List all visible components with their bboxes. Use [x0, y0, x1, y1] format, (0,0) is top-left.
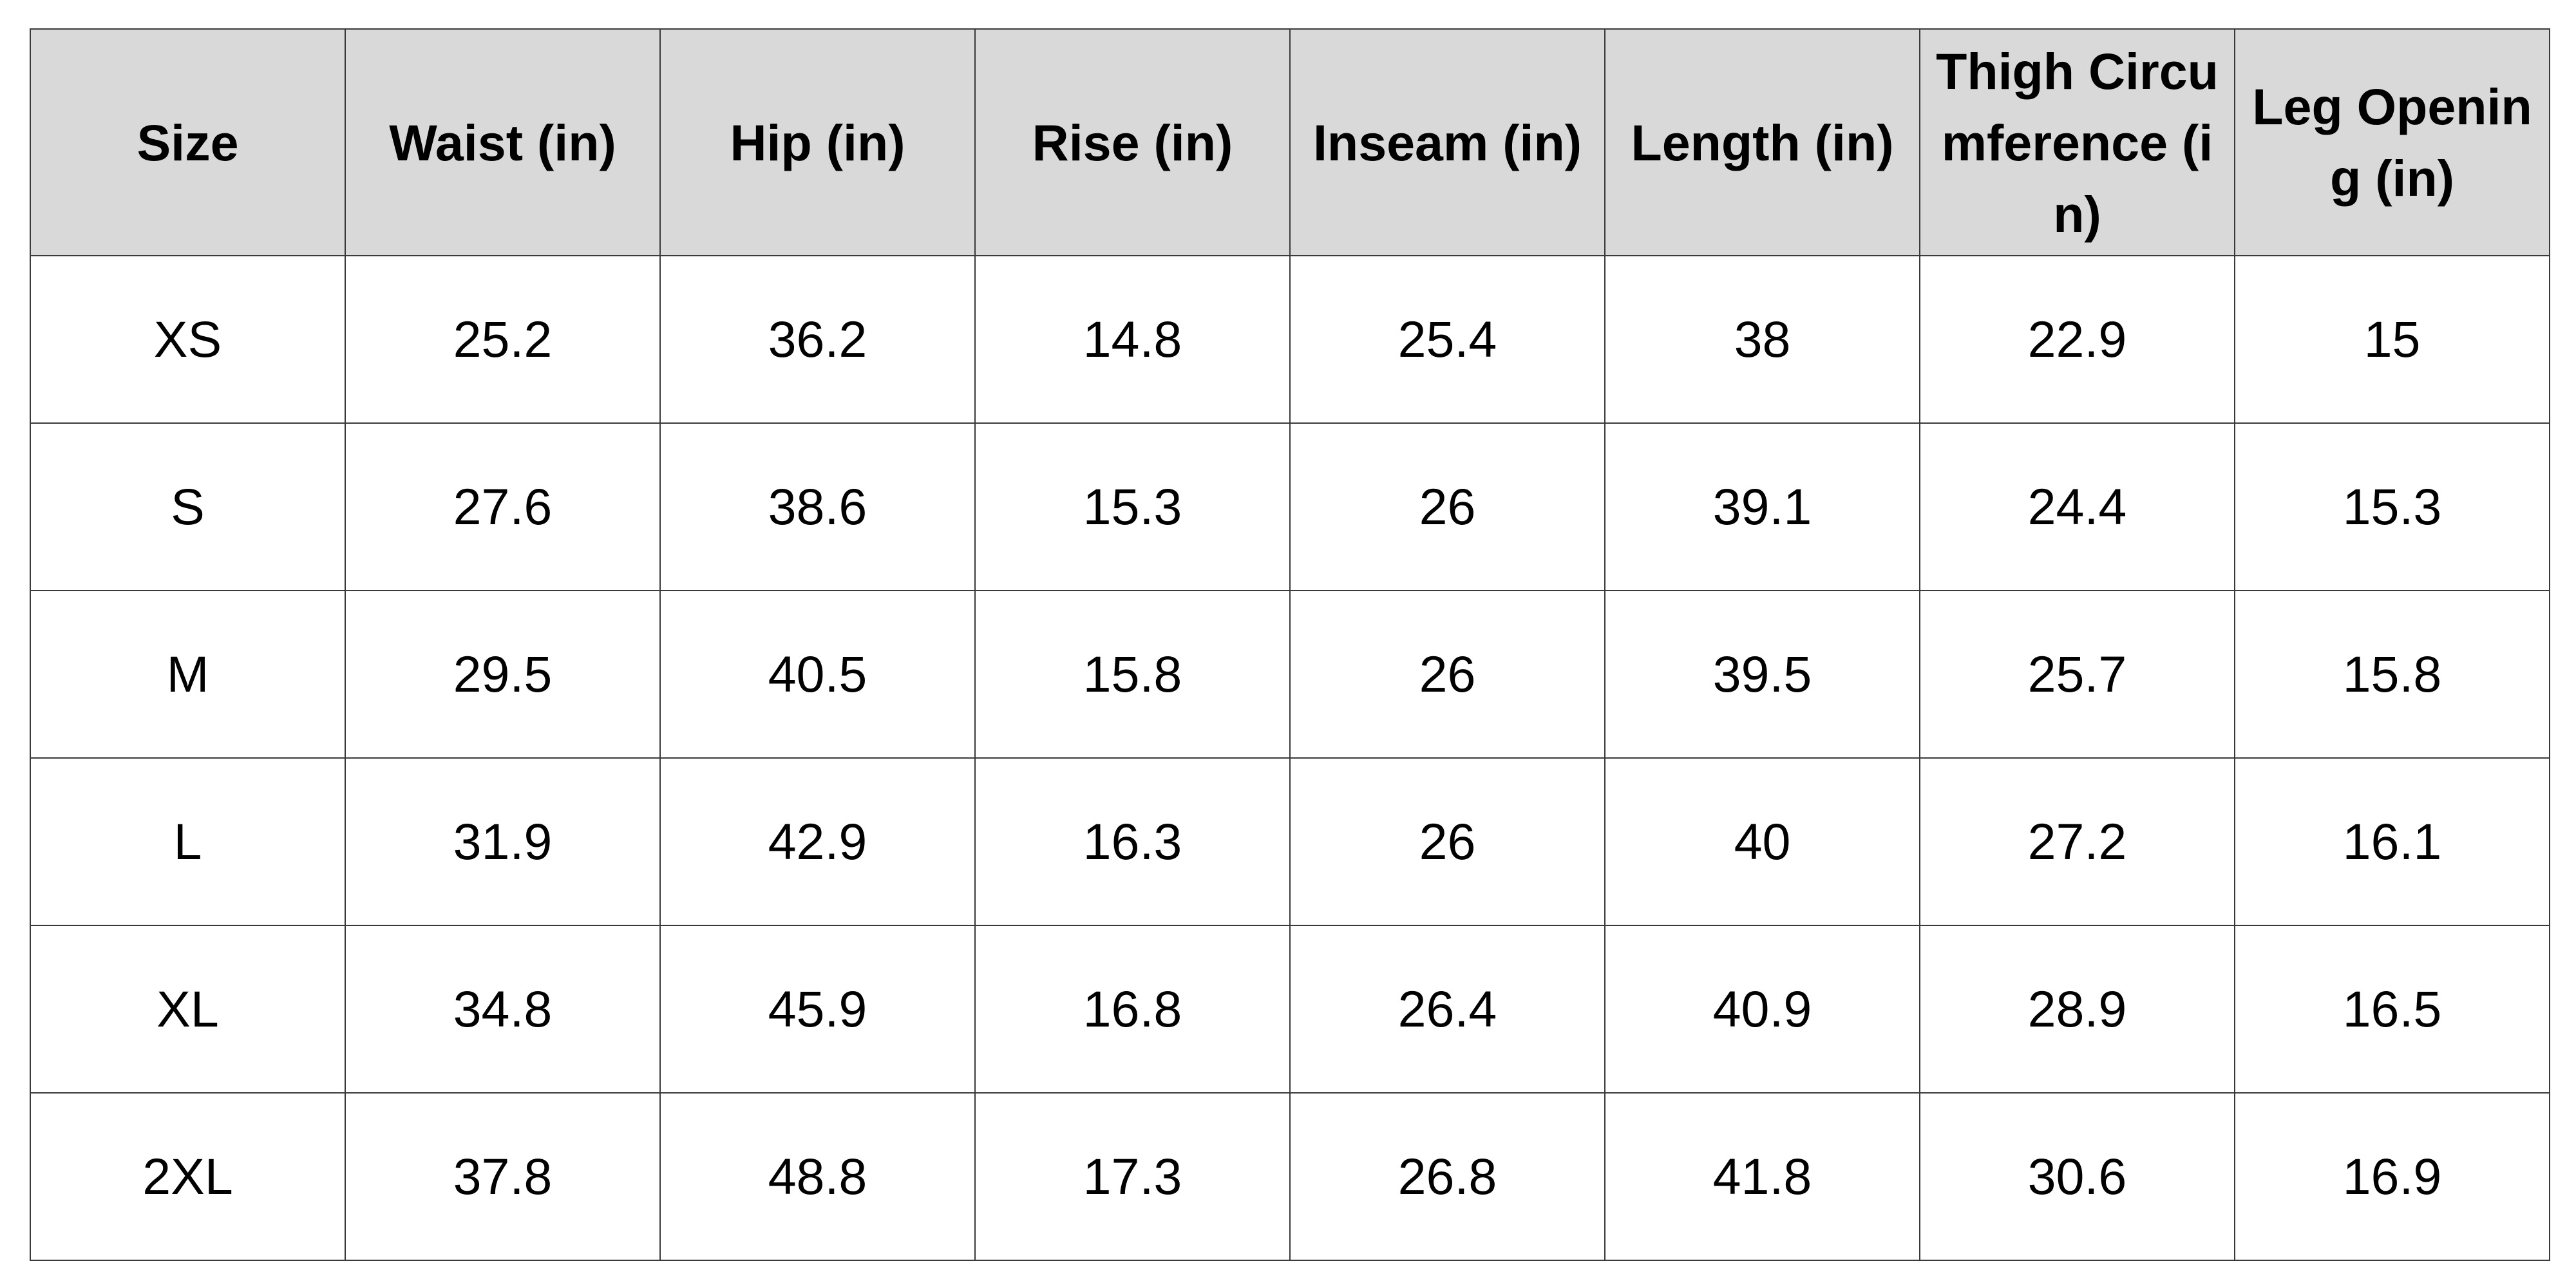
- cell-rise: 14.8: [974, 255, 1291, 424]
- header-hip: Hip (in): [659, 28, 976, 256]
- cell-rise: 15.8: [974, 590, 1291, 759]
- cell-rise: 16.3: [974, 757, 1291, 926]
- cell-rise: 15.3: [974, 422, 1291, 591]
- cell-waist: 37.8: [345, 1092, 661, 1261]
- table-row: 2XL 37.8 48.8 17.3 26.8 41.8 30.6 16.9: [30, 1092, 2550, 1261]
- cell-hip: 36.2: [659, 255, 976, 424]
- cell-length: 41.8: [1604, 1092, 1920, 1261]
- table-row: S 27.6 38.6 15.3 26 39.1 24.4 15.3: [30, 422, 2550, 591]
- table-row: XS 25.2 36.2 14.8 25.4 38 22.9 15: [30, 255, 2550, 424]
- cell-size: M: [30, 590, 346, 759]
- cell-waist: 27.6: [345, 422, 661, 591]
- cell-length: 40: [1604, 757, 1920, 926]
- cell-leg-opening: 16.9: [2234, 1092, 2550, 1261]
- cell-inseam: 25.4: [1289, 255, 1605, 424]
- header-row: Size Waist (in) Hip (in) Rise (in) Insea…: [30, 28, 2550, 256]
- cell-length: 39.1: [1604, 422, 1920, 591]
- header-size: Size: [30, 28, 346, 256]
- cell-length: 39.5: [1604, 590, 1920, 759]
- cell-size: 2XL: [30, 1092, 346, 1261]
- cell-thigh-circumference: 24.4: [1919, 422, 2235, 591]
- cell-waist: 34.8: [345, 925, 661, 1094]
- header-rise: Rise (in): [974, 28, 1291, 256]
- cell-inseam: 26: [1289, 757, 1605, 926]
- cell-leg-opening: 16.5: [2234, 925, 2550, 1094]
- cell-inseam: 26: [1289, 590, 1605, 759]
- cell-hip: 45.9: [659, 925, 976, 1094]
- header-inseam: Inseam (in): [1289, 28, 1605, 256]
- cell-leg-opening: 15: [2234, 255, 2550, 424]
- cell-waist: 25.2: [345, 255, 661, 424]
- cell-size: XL: [30, 925, 346, 1094]
- cell-length: 38: [1604, 255, 1920, 424]
- cell-thigh-circumference: 30.6: [1919, 1092, 2235, 1261]
- cell-leg-opening: 15.3: [2234, 422, 2550, 591]
- cell-waist: 31.9: [345, 757, 661, 926]
- cell-waist: 29.5: [345, 590, 661, 759]
- cell-leg-opening: 16.1: [2234, 757, 2550, 926]
- table-row: M 29.5 40.5 15.8 26 39.5 25.7 15.8: [30, 590, 2550, 759]
- cell-rise: 17.3: [974, 1092, 1291, 1261]
- cell-inseam: 26.8: [1289, 1092, 1605, 1261]
- header-waist: Waist (in): [345, 28, 661, 256]
- header-leg-opening: Leg Opening (in): [2234, 28, 2550, 256]
- header-thigh-circumference: Thigh Circumference (in): [1919, 28, 2235, 256]
- cell-thigh-circumference: 25.7: [1919, 590, 2235, 759]
- cell-size: XS: [30, 255, 346, 424]
- table-row: L 31.9 42.9 16.3 26 40 27.2 16.1: [30, 757, 2550, 926]
- cell-thigh-circumference: 27.2: [1919, 757, 2235, 926]
- table-row: XL 34.8 45.9 16.8 26.4 40.9 28.9 16.5: [30, 925, 2550, 1094]
- cell-size: L: [30, 757, 346, 926]
- cell-thigh-circumference: 22.9: [1919, 255, 2235, 424]
- cell-inseam: 26: [1289, 422, 1605, 591]
- cell-rise: 16.8: [974, 925, 1291, 1094]
- cell-length: 40.9: [1604, 925, 1920, 1094]
- cell-hip: 38.6: [659, 422, 976, 591]
- cell-hip: 48.8: [659, 1092, 976, 1261]
- cell-leg-opening: 15.8: [2234, 590, 2550, 759]
- size-chart-table: Size Waist (in) Hip (in) Rise (in) Insea…: [30, 28, 2550, 1261]
- cell-hip: 40.5: [659, 590, 976, 759]
- cell-thigh-circumference: 28.9: [1919, 925, 2235, 1094]
- header-length: Length (in): [1604, 28, 1920, 256]
- cell-inseam: 26.4: [1289, 925, 1605, 1094]
- cell-size: S: [30, 422, 346, 591]
- cell-hip: 42.9: [659, 757, 976, 926]
